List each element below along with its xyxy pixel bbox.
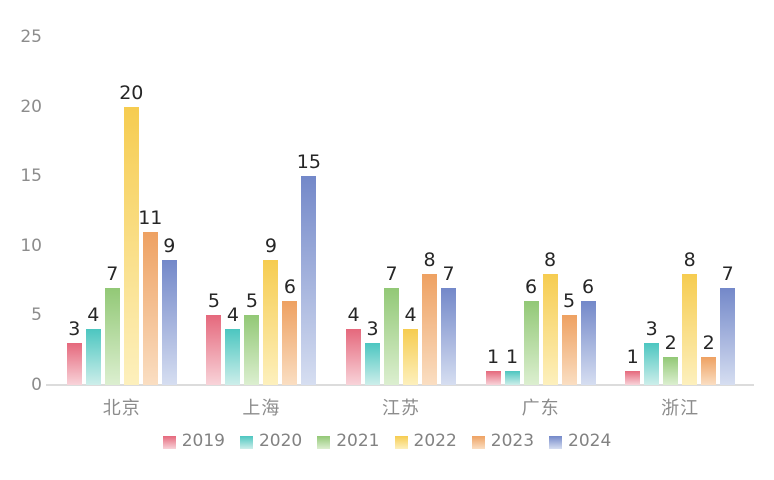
- bar-value-label: 1: [487, 346, 500, 369]
- y-axis-tick-label: 25: [20, 27, 42, 47]
- legend-label: 2022: [413, 431, 457, 451]
- bar-value-label: 15: [296, 151, 321, 174]
- bar-value-label: 6: [283, 276, 296, 299]
- y-axis-tick-label: 0: [31, 375, 42, 395]
- bar: 4: [345, 304, 361, 385]
- bar: 1: [485, 346, 501, 385]
- bar: 1: [504, 346, 520, 385]
- plot-area: 3 4 7 20 11 9 5 4 5 9 6 15 4 3 7 4 8 7 1 1 6 8 5 6 1 3 2 8 2 7: [52, 37, 750, 385]
- bar-group: 5 4 5 9 6 15: [192, 37, 332, 385]
- legend-item: 2021: [317, 431, 380, 451]
- bar-value-label: 4: [226, 304, 239, 327]
- bar: 5: [244, 290, 260, 385]
- bar: 9: [263, 235, 279, 385]
- legend-swatch: [162, 435, 176, 449]
- legend-swatch: [471, 435, 485, 449]
- x-axis-label: 江苏: [381, 398, 420, 419]
- bar-value-label: 2: [664, 332, 677, 355]
- y-axis-tick-label: 20: [20, 96, 42, 117]
- bar-value-label: 4: [404, 304, 417, 327]
- bar: 9: [161, 235, 177, 385]
- bar-value-label: 7: [442, 262, 455, 285]
- x-axis-labels: 北京 上海 江苏 广东 浙江: [52, 394, 750, 420]
- bar: 3: [364, 318, 380, 385]
- bar-value-label: 4: [347, 304, 360, 327]
- bar: 11: [138, 207, 162, 385]
- bar: 6: [580, 276, 596, 385]
- x-axis-label: 浙江: [661, 398, 700, 419]
- bar-value-label: 20: [119, 81, 144, 104]
- bar: 7: [440, 263, 456, 385]
- bar-value-label: 5: [207, 290, 220, 313]
- bar: 3: [66, 318, 82, 385]
- legend-swatch: [549, 435, 563, 449]
- y-axis-tick-label: 15: [20, 166, 42, 187]
- bar: 5: [206, 290, 222, 385]
- legend: 2019 2020 2021 2022 2023 2024: [0, 431, 774, 451]
- legend-label: 2020: [258, 431, 303, 451]
- bar-value-label: 1: [506, 346, 519, 369]
- legend-item: 2020: [239, 431, 303, 451]
- legend-label: 2021: [336, 431, 380, 451]
- bar: 5: [561, 290, 577, 385]
- bar-value-label: 1: [626, 346, 639, 369]
- bar-value-label: 3: [68, 318, 81, 341]
- legend-label: 2019: [181, 431, 225, 451]
- legend-swatch: [239, 435, 253, 449]
- bar: 4: [402, 304, 418, 385]
- y-axis-tick-label: 5: [31, 305, 42, 326]
- bar-value-label: 4: [87, 304, 100, 327]
- bar-value-label: 3: [645, 318, 658, 341]
- bar-value-label: 8: [544, 248, 557, 271]
- bar: 7: [104, 263, 120, 385]
- x-axis-label: 广东: [521, 398, 560, 419]
- legend-swatch: [394, 435, 408, 449]
- legend-item: 2019: [162, 431, 225, 451]
- x-axis-label: 北京: [102, 398, 141, 419]
- bar: 4: [85, 304, 101, 385]
- bar: 2: [701, 332, 717, 385]
- y-axis-tick-label: 10: [20, 235, 42, 256]
- legend-item: 2022: [394, 431, 457, 451]
- bar-value-label: 3: [366, 318, 379, 341]
- bar: 8: [421, 249, 437, 385]
- legend-item: 2024: [549, 431, 611, 451]
- bar: 7: [720, 263, 736, 385]
- bar: 7: [383, 263, 399, 385]
- bar-value-label: 11: [138, 206, 163, 229]
- bar-value-label: 9: [163, 234, 176, 257]
- bar: 8: [682, 249, 698, 385]
- bar-value-label: 7: [106, 262, 119, 285]
- legend-label: 2023: [490, 431, 535, 451]
- bar-value-label: 2: [702, 332, 715, 355]
- legend-label: 2024: [568, 431, 612, 451]
- bar: 3: [644, 318, 660, 385]
- legend-swatch: [317, 435, 331, 449]
- bar-value-label: 8: [683, 248, 696, 271]
- bar-value-label: 9: [264, 234, 277, 257]
- bar-value-label: 6: [525, 276, 538, 299]
- bar-value-label: 7: [721, 262, 734, 285]
- bar-value-label: 5: [563, 290, 576, 313]
- bar-value-label: 7: [385, 262, 398, 285]
- bar: 2: [663, 332, 679, 385]
- bar: 6: [523, 276, 539, 385]
- x-axis-label: 上海: [242, 398, 281, 419]
- bar: 8: [542, 249, 558, 385]
- bar-value-label: 8: [423, 248, 436, 271]
- bar-value-label: 6: [582, 276, 595, 299]
- bar-value-label: 5: [245, 290, 258, 313]
- bar: 4: [225, 304, 241, 385]
- bar: 15: [297, 151, 321, 385]
- bar: 20: [119, 82, 143, 385]
- x-axis-baseline: [46, 384, 754, 386]
- legend-item: 2023: [471, 431, 535, 451]
- bar: 6: [282, 276, 298, 385]
- bar-group: 3 4 7 20 11 9: [52, 37, 192, 385]
- bar: 1: [625, 346, 641, 385]
